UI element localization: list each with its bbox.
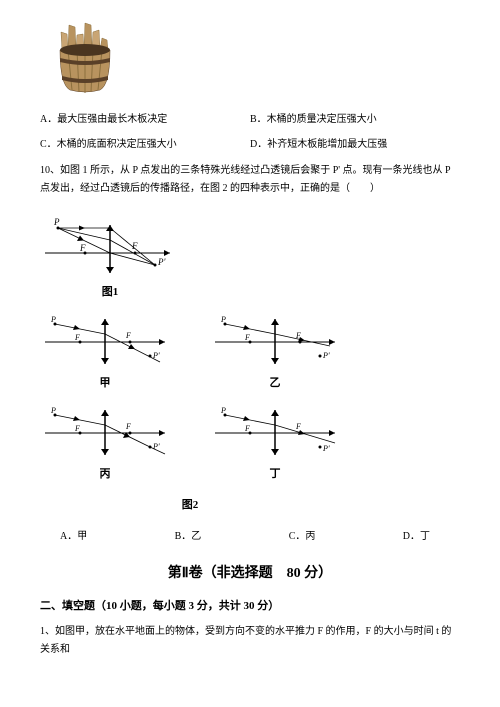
svg-text:P: P bbox=[220, 406, 226, 415]
q9-option-d: D．补齐短木板能增加最大压强 bbox=[250, 135, 460, 150]
label-ding: 丁 bbox=[210, 465, 340, 481]
svg-text:F: F bbox=[295, 422, 301, 431]
q10-text: 10、如图 1 所示，从 P 点发出的三条特殊光线经过凸透镜后会聚于 P' 点。… bbox=[40, 162, 460, 198]
svg-text:F: F bbox=[79, 243, 86, 253]
barrel-image bbox=[50, 20, 460, 95]
label-bing: 丙 bbox=[40, 465, 170, 481]
svg-text:P: P bbox=[53, 217, 60, 227]
svg-text:P: P bbox=[220, 315, 226, 324]
q9-options-row2: C．木桶的底面积决定压强大小 D．补齐短木板能增加最大压强 bbox=[40, 135, 460, 150]
q10-opt-d: D．丁 bbox=[403, 527, 430, 542]
label-jia: 甲 bbox=[40, 374, 170, 390]
q10-opt-c: C．丙 bbox=[289, 527, 316, 542]
q9-option-c: C．木桶的底面积决定压强大小 bbox=[40, 135, 250, 150]
q10-opt-a: A．甲 bbox=[60, 527, 87, 542]
fill-section-header: 二、填空题（10 小题，每小题 3 分，共计 30 分） bbox=[40, 597, 460, 613]
svg-text:P': P' bbox=[322, 444, 330, 453]
q10-opt-b: B．乙 bbox=[175, 527, 202, 542]
fig2-label: 图2 bbox=[40, 496, 340, 512]
svg-text:F: F bbox=[125, 422, 131, 431]
sub-ding: F F P P' 丁 bbox=[210, 405, 340, 481]
sub-jia: F F P P' 甲 bbox=[40, 314, 170, 390]
svg-text:P': P' bbox=[157, 257, 166, 267]
figure1-svg: F F P P' bbox=[40, 213, 180, 278]
q9-option-b: B．木桶的质量决定压强大小 bbox=[250, 110, 460, 125]
svg-text:F: F bbox=[125, 331, 131, 340]
figure1-container: F F P P' 图1 bbox=[40, 213, 460, 299]
fig1-label: 图1 bbox=[40, 283, 180, 299]
figure2-container: F F P P' 甲 F bbox=[40, 314, 460, 512]
svg-text:F: F bbox=[244, 333, 250, 342]
svg-text:F: F bbox=[244, 424, 250, 433]
svg-text:F: F bbox=[74, 424, 80, 433]
q10-options: A．甲 B．乙 C．丙 D．丁 bbox=[60, 527, 430, 542]
sub-bing: F F P P' 丙 bbox=[40, 405, 170, 481]
q9-options-row1: A．最大压强由最长木板决定 B．木桶的质量决定压强大小 bbox=[40, 110, 460, 125]
svg-text:P: P bbox=[50, 315, 56, 324]
section2-header: 第Ⅱ卷（非选择题 80 分） bbox=[40, 562, 460, 582]
svg-text:F: F bbox=[74, 333, 80, 342]
sub-yi: F F P P' 乙 bbox=[210, 314, 340, 390]
svg-text:P: P bbox=[50, 406, 56, 415]
svg-text:P': P' bbox=[322, 351, 330, 360]
q9-option-a: A．最大压强由最长木板决定 bbox=[40, 110, 250, 125]
fill-q1: 1、如图甲，放在水平地面上的物体，受到方向不变的水平推力 F 的作用，F 的大小… bbox=[40, 623, 460, 659]
label-yi: 乙 bbox=[210, 374, 340, 390]
